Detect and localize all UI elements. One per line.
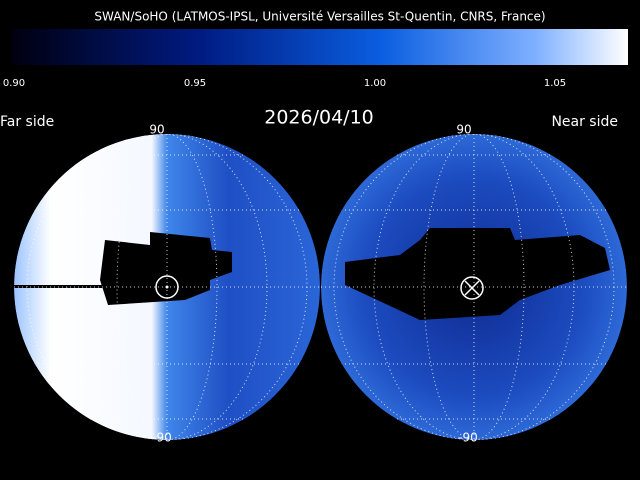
- colorbar: [12, 29, 628, 65]
- colorbar-ticks: 0.90 0.95 1.00 1.05: [3, 78, 566, 89]
- date: 2026/04/10: [264, 107, 374, 129]
- colorbar-tick-label: 0.95: [184, 78, 206, 89]
- colorbar-tick-label: 0.90: [3, 78, 25, 89]
- far-side-map: [14, 134, 320, 440]
- near-side-map: [321, 134, 627, 440]
- latitude-label: 90: [456, 123, 471, 137]
- latitude-label: -90: [458, 431, 478, 445]
- latitude-label: -90: [152, 431, 172, 445]
- panel-label: Far side: [0, 114, 54, 130]
- colorbar-tick-label: 1.00: [364, 78, 386, 89]
- panel-label: Near side: [551, 114, 618, 130]
- colorbar-tick-label: 1.05: [544, 78, 566, 89]
- title: SWAN/SoHO (LATMOS-IPSL, Université Versa…: [94, 10, 545, 24]
- latitude-label: 90: [149, 123, 164, 137]
